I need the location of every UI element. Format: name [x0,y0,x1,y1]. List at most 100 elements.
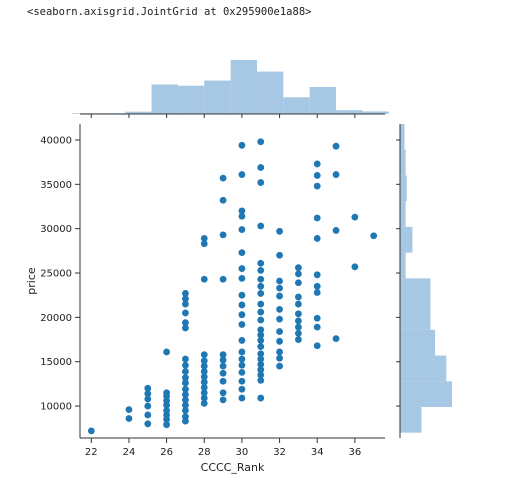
scatter-point [125,406,133,414]
scatter-point [257,376,265,384]
scatter-point [313,271,321,279]
scatter-point [276,277,283,285]
y-tick-label: 40000 [40,135,72,146]
scatter-point [257,275,265,283]
histogram-bar-y [400,381,452,407]
scatter-point [294,293,302,301]
scatter-point [219,369,227,377]
scatter-point [219,362,227,370]
scatter-point [313,235,321,242]
scatter-point [219,396,227,404]
x-tick-label: 36 [349,447,362,458]
scatter-point [163,348,171,356]
scatter-point [182,290,189,297]
scatter-point [257,331,265,339]
scatter-point [219,389,227,397]
scatter-point [294,264,302,272]
scatter-point [238,226,246,233]
scatter-point [257,360,265,368]
scatter-point [332,227,340,234]
scatter-point [182,309,189,317]
histogram-bar-y [400,355,447,382]
scatter-point [276,315,283,323]
scatter-point [182,361,189,369]
histogram-bar-x [230,60,257,114]
scatter-point [200,373,208,381]
y-axis-label: price [25,267,38,295]
scatter-point [182,324,189,332]
scatter-point [257,350,265,358]
scatter-point [200,357,208,365]
scatter-point [219,174,227,182]
y-tick-label: 25000 [40,269,72,280]
scatter-point [238,368,246,376]
scatter-point [276,227,283,235]
scatter-point [294,310,302,318]
scatter-point [294,270,302,278]
scatter-point [163,389,171,397]
x-tick-label: 32 [273,447,286,458]
scatter-point [257,222,265,230]
scatter-point [313,214,321,222]
scatter-point [276,337,283,345]
y-tick-label: 20000 [40,313,72,324]
scatter-point [276,251,283,259]
scatter-point [87,427,95,435]
scatter-point [238,321,246,328]
scatter-point [238,212,246,220]
scatter-point [257,164,265,171]
scatter-point [200,389,208,397]
scatter-point [219,356,227,364]
scatter-point [257,355,265,363]
output-repr-text: <seaborn.axisgrid.JointGrid at 0x295900e… [27,6,312,18]
histogram-bar-x [125,111,152,114]
scatter-point [257,179,265,186]
histogram-bar-x [256,71,284,114]
scatter-point [182,401,189,409]
scatter-point [144,411,152,419]
scatter-point [219,231,227,239]
histogram-bar-y [400,406,422,433]
scatter-point [332,142,340,150]
scatter-point [163,421,171,429]
scatter-point [257,308,265,316]
histogram-bar-x [151,84,178,114]
scatter-point [276,284,283,292]
scatter-point [313,314,321,322]
scatter-point [313,160,321,168]
scatter-point [200,378,208,386]
scatter-point [200,275,208,283]
marginal-histogram-y [396,124,452,438]
y-axis-ticks: 10000 15000 20000 25000 30000 35000 40000 [40,135,80,413]
scatter-point [125,415,133,422]
scatter-point [200,394,208,402]
x-tick-label: 30 [236,447,249,458]
scatter-point [257,290,265,297]
scatter-point [238,311,246,319]
x-tick-label: 26 [160,447,173,458]
scatter-point [276,348,283,356]
x-axis-ticks: 22 24 26 28 30 32 34 36 [85,438,361,458]
scatter-point [257,394,265,402]
scatter-point [238,337,246,344]
scatter-point [200,235,208,242]
scatter-point [276,354,283,362]
scatter-point [313,182,321,190]
scatter-point [238,377,246,385]
scatter-point [219,377,227,385]
scatter-point [257,138,265,146]
scatter-point [313,323,321,331]
histogram-bar-x [283,97,310,114]
scatter-point [182,355,189,363]
scatter-point [313,172,321,179]
scatter-point [182,385,189,393]
scatter-point [200,384,208,391]
scatter-point [144,402,152,410]
scatter-point [182,368,189,375]
x-tick-label: 24 [123,447,136,458]
scatter-point [257,259,265,267]
scatter-point [200,351,208,359]
scatter-point [238,301,246,309]
scatter-point [200,362,208,370]
